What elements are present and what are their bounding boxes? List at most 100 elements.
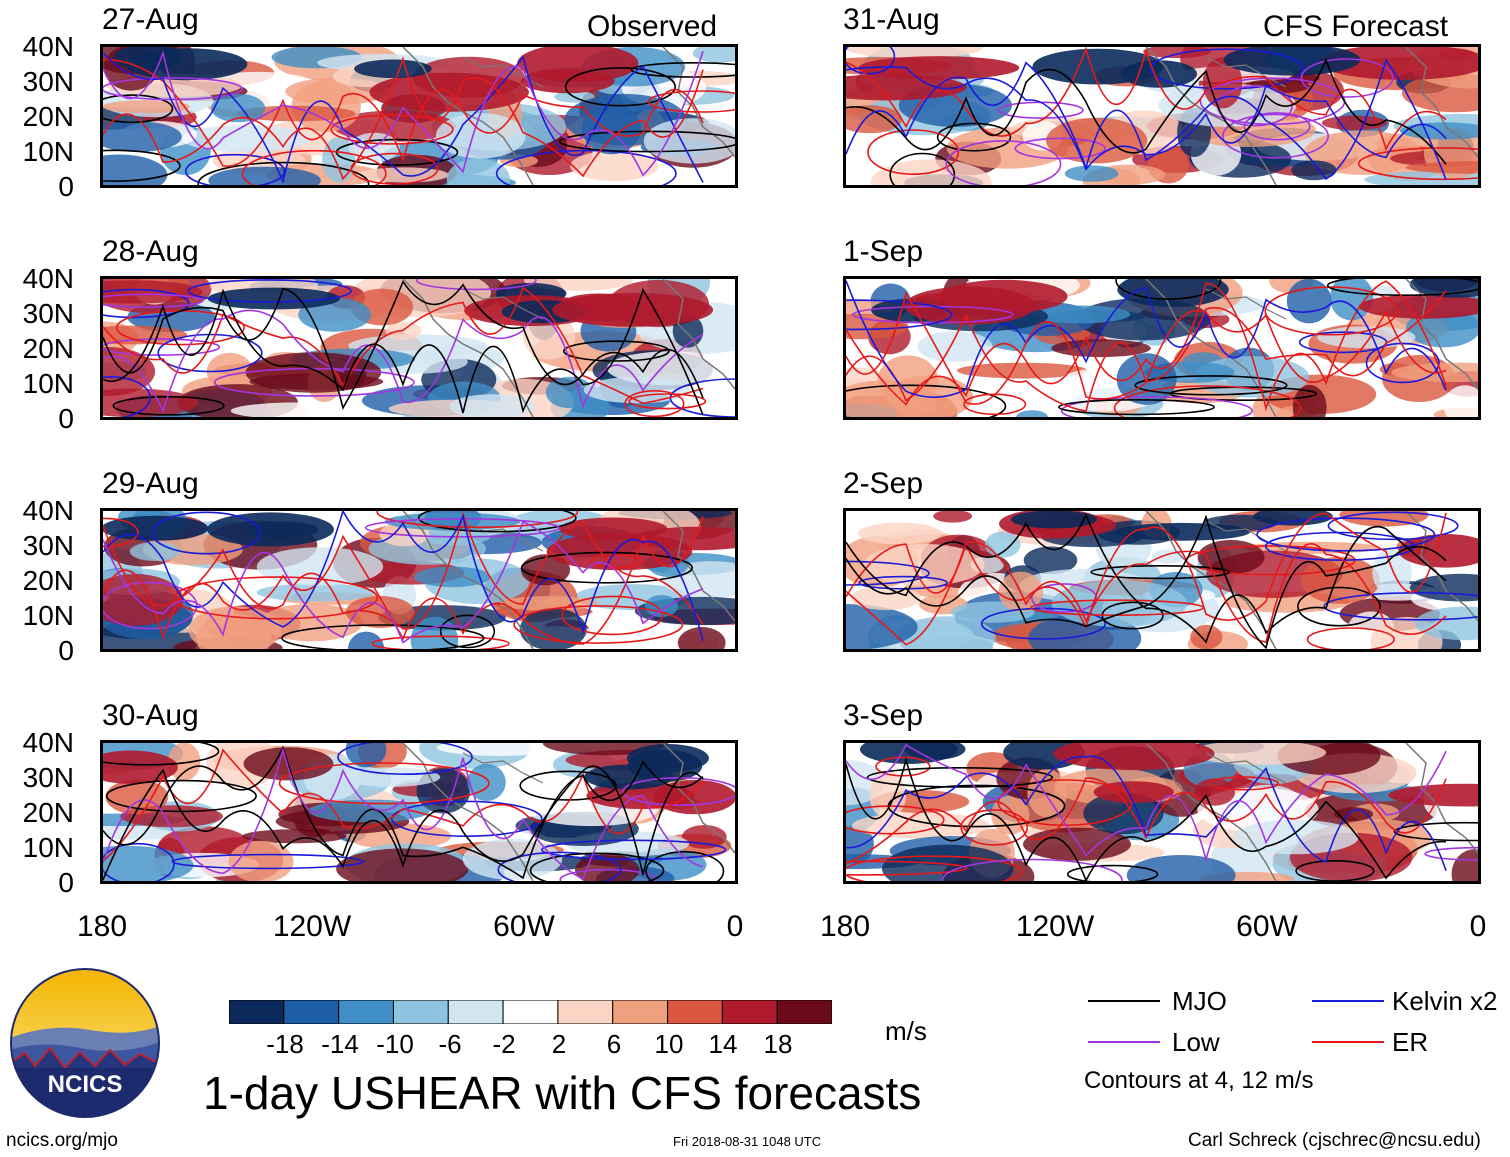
shading-blob	[308, 799, 430, 823]
map-panel-28-aug	[100, 276, 738, 420]
panel-date: 29-Aug	[102, 467, 199, 500]
map-panel-27-aug	[100, 44, 738, 188]
shading-blob	[1286, 279, 1332, 324]
shading-blob	[846, 825, 874, 864]
panel-date: 31-Aug	[843, 3, 940, 36]
contour-line	[645, 851, 725, 881]
lat-label: 0	[58, 403, 74, 434]
panel-date: 27-Aug	[102, 3, 199, 36]
contour-line	[846, 58, 1447, 181]
shading-blob	[236, 105, 356, 122]
lat-label: 0	[58, 635, 74, 666]
shading-core	[626, 744, 709, 773]
shading-blob	[1232, 819, 1359, 855]
colorbar-tick: -14	[321, 1029, 359, 1059]
panel-date: 28-Aug	[102, 235, 199, 268]
coastline	[1205, 752, 1287, 784]
shading-blob	[897, 616, 996, 649]
contour-line	[858, 575, 949, 590]
colorbar-bin	[447, 999, 504, 1025]
panel-date: 2-Sep	[843, 467, 924, 500]
colorbar-bin	[502, 999, 559, 1025]
shading-blob	[1016, 410, 1048, 417]
shading-core	[904, 743, 966, 760]
map-panel-1-sep	[843, 276, 1481, 420]
contour-line	[945, 140, 1062, 185]
colorbar-tick: 18	[763, 1029, 793, 1059]
colorbar-tick: 14	[708, 1029, 738, 1059]
shading-blob	[643, 118, 735, 164]
contour-line	[103, 748, 704, 862]
shading-blob	[208, 166, 321, 185]
contour-line	[1221, 113, 1329, 159]
colorbar-tick: -18	[266, 1029, 304, 1059]
contour-line	[1327, 511, 1459, 541]
shading-blob	[435, 113, 526, 159]
contour-line	[213, 367, 415, 397]
contour-line	[1243, 112, 1311, 141]
shading-core	[1388, 783, 1478, 807]
contour-line	[559, 130, 735, 153]
lat-label: 40N	[22, 495, 74, 526]
contour-line	[1149, 48, 1305, 90]
shading-blob	[863, 544, 985, 586]
lat-label: 0	[58, 171, 74, 202]
contour-line	[416, 279, 537, 291]
contour-line	[846, 66, 1447, 171]
contour-line	[875, 756, 931, 777]
shading-core	[354, 59, 432, 79]
lat-label: 20N	[22, 333, 74, 364]
contour-line	[173, 576, 379, 620]
shading-blob	[984, 531, 1021, 558]
contour-line	[520, 551, 693, 584]
map-panel-3-sep	[843, 740, 1481, 884]
contour-line	[1090, 564, 1230, 580]
lon-label: 120W	[1015, 910, 1095, 943]
shading-blob	[1023, 546, 1078, 575]
coastline	[1145, 743, 1277, 881]
shading-blob	[846, 47, 983, 59]
colorbar-bin	[612, 999, 669, 1025]
contour-line	[417, 511, 577, 533]
contour-line	[103, 745, 704, 880]
contour-line	[1306, 627, 1395, 649]
shading-blob	[210, 93, 266, 123]
contour-line	[846, 514, 1447, 649]
contour-line	[846, 755, 1447, 871]
contour-line	[103, 520, 704, 644]
contour-line	[846, 512, 1447, 630]
contour-line	[1264, 286, 1398, 336]
contour-line	[187, 279, 352, 303]
shading-blob	[1291, 160, 1337, 181]
contour-line	[960, 809, 1028, 846]
lon-label: 120W	[272, 910, 352, 943]
contour-line	[1256, 517, 1436, 552]
contour-line	[103, 746, 704, 880]
shading-core	[846, 74, 967, 101]
footer-author: Carl Schreck (cjschrec@ncsu.edu)	[1188, 1130, 1481, 1151]
contour-line	[846, 756, 1447, 881]
contour-line	[1300, 58, 1394, 98]
shading-blob	[103, 280, 203, 304]
contour-line	[1113, 385, 1302, 417]
shading-blob	[956, 362, 1088, 379]
shading-core	[1032, 48, 1164, 85]
coastline	[662, 511, 735, 622]
shading-blob	[1051, 339, 1151, 358]
lat-label: 40N	[22, 31, 74, 62]
shading-core	[207, 287, 341, 310]
shading-blob	[520, 554, 571, 586]
legend-swatch-kelvin	[1312, 1000, 1384, 1002]
contour-line	[1014, 137, 1106, 160]
coastline	[1145, 279, 1277, 417]
contour-line	[495, 149, 677, 185]
legend-label-er: ER	[1392, 1027, 1429, 1057]
lat-label: 20N	[22, 101, 74, 132]
shading-blob	[1143, 47, 1211, 59]
shading-blob	[933, 511, 973, 523]
contour-line	[1031, 583, 1098, 613]
contour-line	[371, 635, 510, 649]
shading-blob	[1190, 743, 1327, 765]
legend-label-low: Low	[1172, 1027, 1220, 1057]
contour-line	[103, 149, 181, 182]
